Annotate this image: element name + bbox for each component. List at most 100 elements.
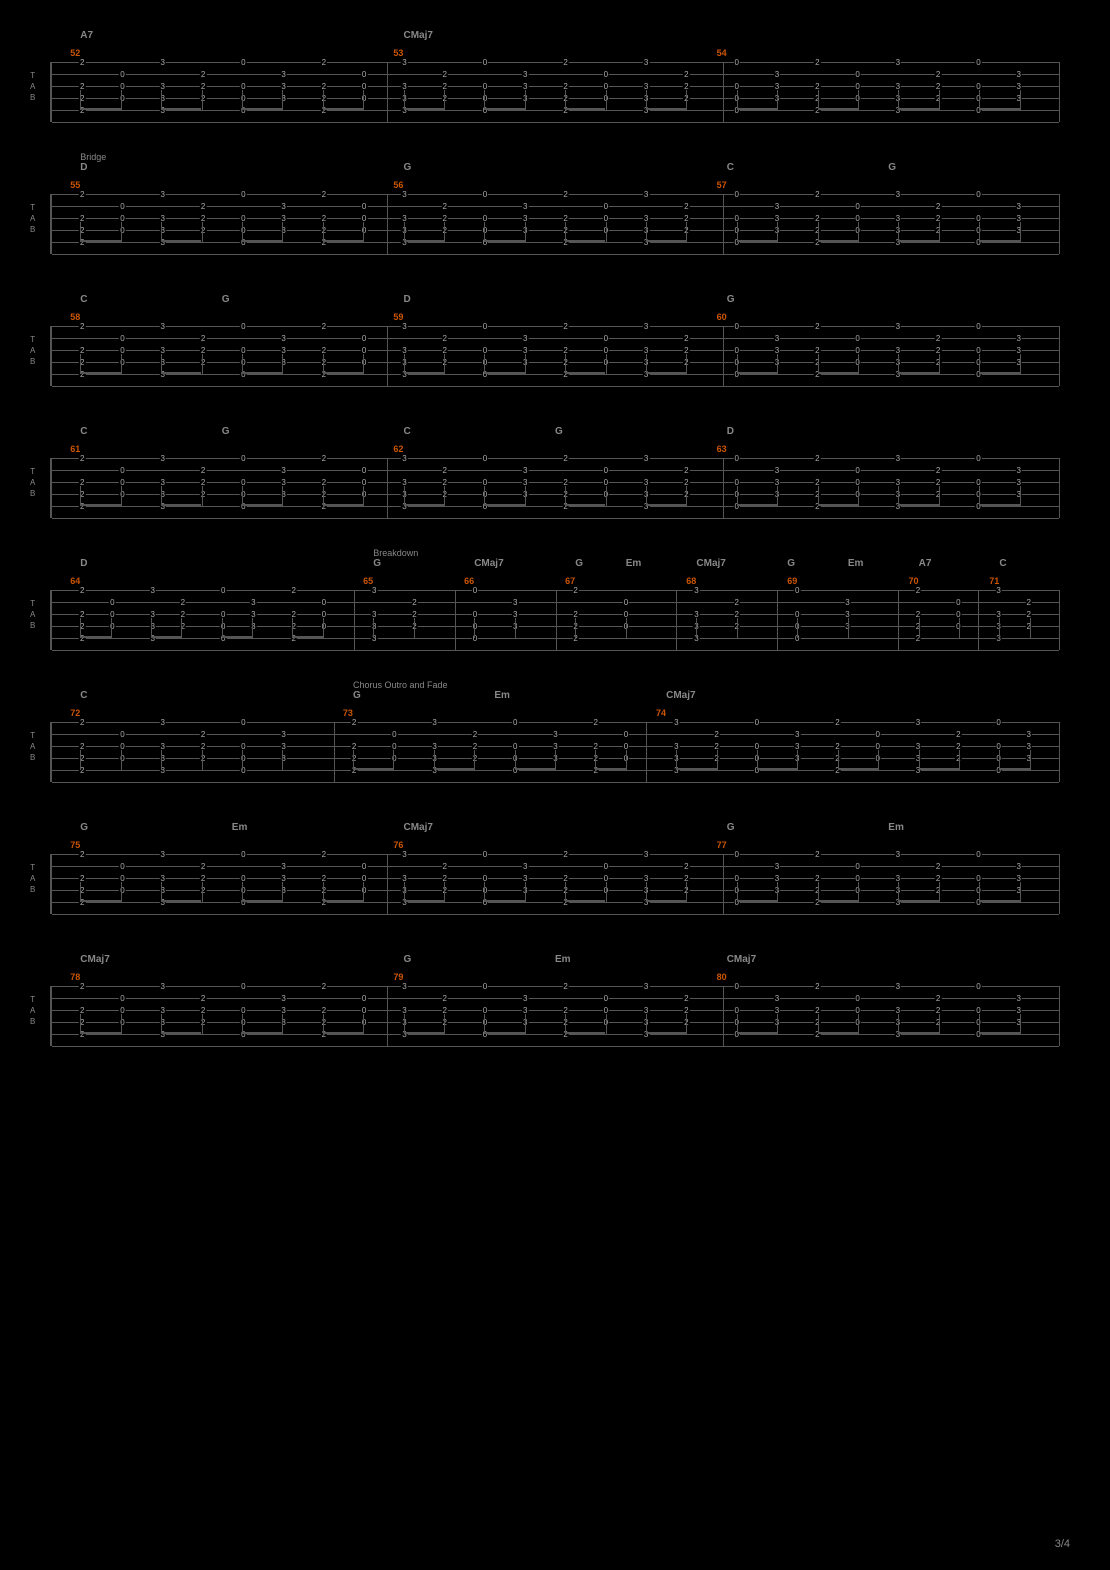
stem	[161, 486, 162, 506]
fret-number: 3	[995, 586, 1001, 595]
beam	[757, 768, 797, 770]
stem	[1020, 486, 1021, 506]
stem	[121, 354, 122, 374]
beam	[222, 636, 252, 638]
fret-number: 3	[1015, 994, 1021, 1003]
stem	[202, 750, 203, 770]
stem	[606, 90, 607, 110]
fret-number: 3	[280, 862, 286, 871]
stem	[858, 354, 859, 374]
stem	[959, 750, 960, 770]
stem	[939, 1014, 940, 1034]
fret-number: 3	[522, 466, 528, 475]
fret-number: 0	[854, 466, 860, 475]
fret-number: 3	[774, 862, 780, 871]
fret-number: 3	[794, 730, 800, 739]
stem	[282, 1014, 283, 1034]
stem	[80, 882, 81, 902]
stem	[646, 1014, 647, 1034]
beam	[242, 240, 282, 242]
stem	[444, 882, 445, 902]
fret-number: 0	[603, 862, 609, 871]
fret-number: 3	[431, 718, 437, 727]
stem	[444, 1014, 445, 1034]
fret-number: 0	[854, 70, 860, 79]
fret-number: 3	[160, 454, 166, 463]
stem	[818, 222, 819, 242]
beam	[323, 372, 363, 374]
fret-number: 3	[160, 322, 166, 331]
fret-number: 2	[935, 466, 941, 475]
fret-number: 3	[1015, 466, 1021, 475]
measure-number: 60	[717, 312, 727, 322]
measure-number: 52	[70, 48, 80, 58]
stem	[686, 1014, 687, 1034]
stem	[525, 882, 526, 902]
stem	[595, 750, 596, 770]
stem	[818, 90, 819, 110]
fret-number: 3	[280, 70, 286, 79]
stems-region	[50, 222, 1060, 252]
fret-number: 2	[321, 58, 327, 67]
measure-number: 67	[565, 576, 575, 586]
measure-number: 75	[70, 840, 80, 850]
stem	[282, 90, 283, 110]
stem	[323, 354, 324, 374]
fret-number: 3	[280, 466, 286, 475]
fret-number: 2	[814, 454, 820, 463]
tab-clef: TAB	[30, 862, 35, 895]
stem	[818, 882, 819, 902]
stem	[565, 90, 566, 110]
fret-number: 0	[734, 982, 740, 991]
beam	[323, 240, 363, 242]
stem	[999, 618, 1000, 638]
fret-number: 2	[814, 58, 820, 67]
stem	[939, 486, 940, 506]
beam	[646, 240, 686, 242]
fret-number: 0	[361, 334, 367, 343]
staff-line	[52, 518, 1059, 519]
beam	[979, 900, 1019, 902]
stem	[979, 1014, 980, 1034]
beam	[151, 636, 181, 638]
beam	[242, 108, 282, 110]
chord-symbol: CMaj7	[404, 822, 433, 833]
fret-number: 2	[915, 586, 921, 595]
stem	[898, 222, 899, 242]
staff-line	[52, 194, 1059, 195]
measure-number-row: 616263	[50, 444, 1060, 458]
fret-number: 0	[734, 322, 740, 331]
stem	[121, 750, 122, 770]
measure-number: 63	[717, 444, 727, 454]
measure-number: 57	[717, 180, 727, 190]
chord-symbol: C	[80, 294, 87, 305]
staff-line	[52, 326, 1059, 327]
stem	[242, 486, 243, 506]
fret-number: 3	[844, 598, 850, 607]
fret-number: 0	[240, 850, 246, 859]
fret-number: 0	[482, 454, 488, 463]
stem	[121, 90, 122, 110]
fret-number: 0	[734, 58, 740, 67]
fret-number: 2	[734, 598, 740, 607]
section-label: Chorus Outro and Fade	[353, 680, 448, 690]
staff-line	[52, 914, 1059, 915]
staff-line	[52, 650, 1059, 651]
stem	[474, 750, 475, 770]
fret-number: 2	[180, 598, 186, 607]
stem	[1020, 882, 1021, 902]
stem	[323, 486, 324, 506]
measure-number: 59	[393, 312, 403, 322]
stem	[606, 1014, 607, 1034]
stem	[565, 1014, 566, 1034]
fret-number: 0	[854, 334, 860, 343]
measure-number: 70	[909, 576, 919, 586]
chord-row: A7CMaj7	[50, 30, 1060, 48]
stem	[484, 354, 485, 374]
beam	[515, 768, 555, 770]
fret-number: 2	[683, 994, 689, 1003]
fret-number: 3	[552, 730, 558, 739]
fret-number: 3	[522, 994, 528, 1003]
fret-number: 3	[160, 850, 166, 859]
stem	[818, 486, 819, 506]
